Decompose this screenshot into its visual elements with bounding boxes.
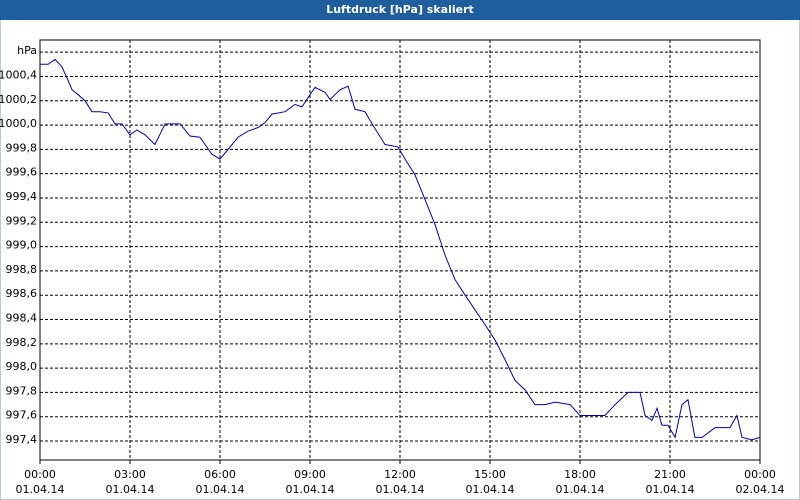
x-tick-label: 01.04.14	[466, 483, 515, 496]
y-tick-label: 997,8	[6, 384, 38, 397]
y-tick-label: 998,8	[6, 263, 38, 276]
x-tick-label: 01.04.14	[556, 483, 605, 496]
x-tick-label: 02.04.14	[736, 483, 785, 496]
x-tick-label: 01.04.14	[376, 483, 425, 496]
x-tick-label: 01.04.14	[646, 483, 695, 496]
y-tick-label: 998,2	[6, 336, 38, 349]
y-tick-label: 1000,4	[0, 68, 37, 81]
x-tick-label: 12:00	[384, 468, 416, 481]
x-tick-label: 01.04.14	[16, 483, 65, 496]
x-tick-label: 00:00	[24, 468, 56, 481]
y-tick-label: 999,4	[6, 190, 38, 203]
y-tick-label: 998,6	[6, 287, 38, 300]
x-tick-label: 06:00	[204, 468, 236, 481]
x-tick-label: 09:00	[294, 468, 326, 481]
line	[40, 58, 761, 441]
y-tick-label: 997,4	[6, 433, 38, 446]
y-tick-label: 997,6	[6, 409, 38, 422]
y-tick-label: 999,2	[6, 214, 38, 227]
y-tick-label: 999,0	[6, 239, 38, 252]
x-tick-label: 03:00	[114, 468, 146, 481]
plot-frame	[39, 39, 761, 461]
y-tick-label: hPa	[17, 44, 37, 57]
x-tick-label: 21:00	[654, 468, 686, 481]
x-tick-label: 01.04.14	[106, 483, 155, 496]
x-tick-label: 15:00	[474, 468, 506, 481]
y-tick-label: 999,6	[6, 166, 38, 179]
y-tick-label: 998,4	[6, 312, 38, 325]
y-tick-label: 998,0	[6, 360, 38, 373]
x-tick-label: 01.04.14	[286, 483, 335, 496]
chart-title: Luftdruck [hPa] skaliert	[326, 3, 474, 16]
title-bar	[0, 0, 800, 20]
y-tick-label: 999,8	[6, 141, 38, 154]
x-tick-label: 01.04.14	[196, 483, 245, 496]
x-tick-label: 18:00	[564, 468, 596, 481]
y-tick-label: 1000,0	[0, 117, 37, 130]
y-tick-label: 1000,2	[0, 93, 37, 106]
x-tick-label: 00:00	[744, 468, 776, 481]
